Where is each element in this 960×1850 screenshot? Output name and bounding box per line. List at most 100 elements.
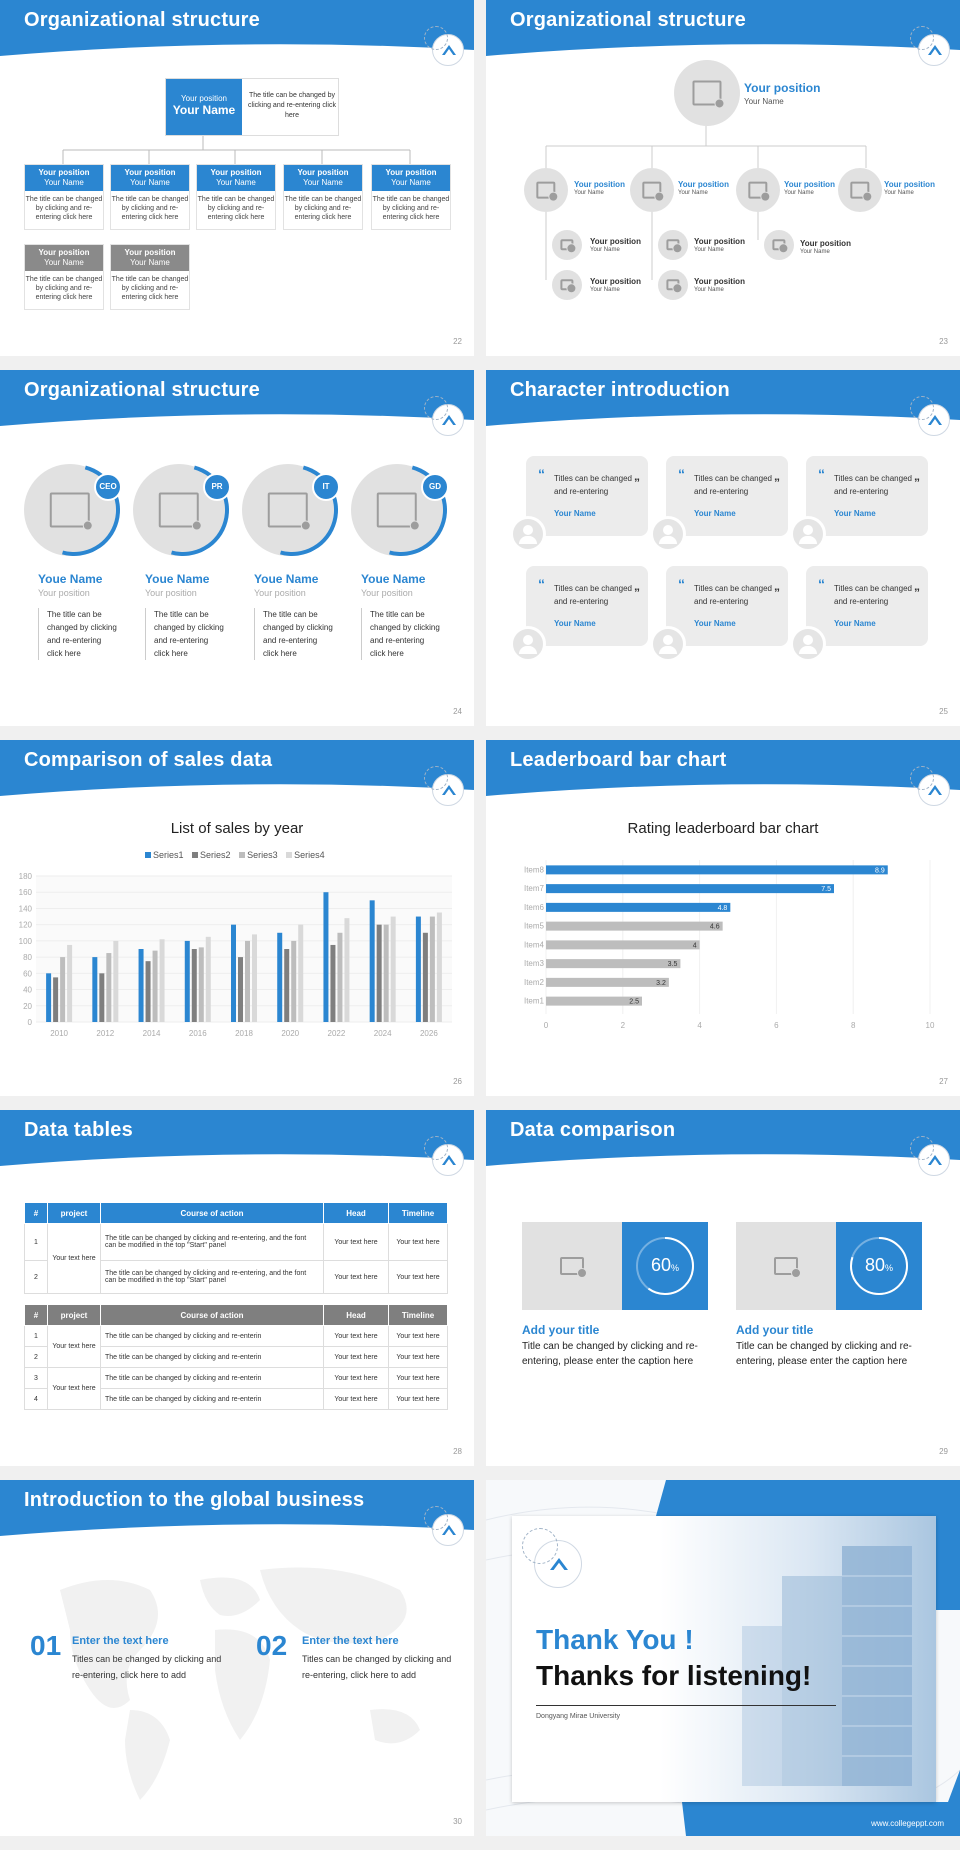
website-link[interactable]: www.collegeppt.com [871,1819,944,1828]
bar [159,939,165,1022]
university-logo [424,26,464,66]
page-number: 23 [939,337,948,346]
comparison-title: Add your title [522,1323,600,1337]
org-card-sub[interactable]: Your position Your Name The title can be c… [24,244,104,310]
top-position-box[interactable]: Your position Your Name The title can be… [165,78,339,136]
slide-sales-comparison[interactable]: Comparison of sales data List of sales b… [0,740,474,1096]
plot-area [36,876,452,1022]
org-card[interactable]: Your position Your Name The title can be c… [283,164,363,230]
slide-org-structure-2[interactable]: Organizational structure Your position Yo… [486,0,960,356]
y-tick-label: 0 [28,1018,33,1027]
member-description: The title can be changed by clicking and… [361,608,442,660]
quote-close-icon: ” [774,476,780,490]
quote-close-icon: ” [774,586,780,600]
photo-placeholder[interactable] [630,168,674,212]
slide-character-intro[interactable]: Character introduction “” Titles can be c… [486,370,960,726]
image-icon [560,279,577,295]
quote-card[interactable]: “” Titles can be changed and re-entering Y… [666,456,788,536]
percent-value: 80% [864,1255,894,1275]
y-tick-label: 120 [19,921,33,930]
bar [546,940,700,950]
slide-org-structure-3[interactable]: Organizational structure CEO Youe Name Y… [0,370,474,726]
photo-placeholder-small[interactable] [552,270,582,300]
slide-title: Leaderboard bar chart [510,749,727,771]
bar [422,932,428,1022]
y-tick-label: Item3 [524,959,545,968]
member-photo[interactable] [242,464,334,556]
photo-placeholder[interactable] [838,168,882,212]
x-tick-label: 2020 [281,1029,299,1038]
quote-card[interactable]: “” Titles can be changed and re-entering Y… [666,566,788,646]
member-position: Your position [145,588,197,598]
accent-arc [120,447,246,573]
image-icon [772,239,789,255]
quote-card[interactable]: “” Titles can be changed and re-entering Y… [806,566,928,646]
y-tick-label: Item4 [524,940,545,949]
bar [546,921,723,931]
photo-placeholder[interactable] [674,60,740,126]
bar [46,973,52,1022]
photo-placeholder-small[interactable] [658,230,688,260]
x-tick-label: 2012 [96,1029,114,1038]
comparison-title: Add your title [736,1323,814,1337]
leaderboard-bar-chart: 0 2 4 6 8 10 Item8 8.9 Item7 7.5 Item6 4.8 Item5 4.6 I… [524,860,935,1030]
quote-card[interactable]: “” Titles can be changed and re-entering Y… [526,566,648,646]
y-tick-label: Item8 [524,865,545,874]
slide-title: Organizational structure [24,9,260,31]
quote-card[interactable]: “” Titles can be changed and re-entering Y… [526,456,648,536]
bar [113,940,119,1022]
table-row: 4 The title can be changed by clicking a… [24,1388,448,1410]
photo-placeholder-small[interactable] [764,230,794,260]
photo-placeholder[interactable] [524,168,568,212]
slide-leaderboard[interactable]: Leaderboard bar chart Rating leaderboard… [486,740,960,1096]
position-text: Your position Your Name [590,237,641,253]
quote-close-icon: ” [914,586,920,600]
page-number: 29 [939,1447,948,1456]
slide-title: Organizational structure [510,9,746,31]
position-text: Your position Your Name [800,239,851,255]
role-badge: IT [312,473,340,501]
bar [67,944,73,1022]
avatar [790,516,826,552]
org-card[interactable]: Your position Your Name The title can be c… [196,164,276,230]
data-label: 3.2 [656,980,666,987]
quote-card[interactable]: “” Titles can be changed and re-entering Y… [806,456,928,536]
org-card-sub[interactable]: Your position Your Name The title can be c… [110,244,190,310]
org-card[interactable]: Your position Your Name The title can be c… [24,164,104,230]
slide-thank-you[interactable]: Thank You ! Thanks for listening! Dongya… [486,1480,960,1836]
bar [376,924,382,1022]
x-tick-label: 6 [774,1021,779,1030]
org-card[interactable]: Your position Your Name The title can be c… [371,164,451,230]
avatar [650,516,686,552]
step-title: Enter the text here [72,1635,169,1647]
y-tick-label: Item5 [524,922,545,931]
image-placeholder[interactable] [522,1222,622,1310]
photo-placeholder[interactable] [736,168,780,212]
photo-placeholder-small[interactable] [658,270,688,300]
slide-data-tables[interactable]: Data tables # project Course of action H… [0,1110,474,1466]
step-title: Enter the text here [302,1635,399,1647]
data-label: 8.9 [875,867,885,874]
slide-global-business[interactable]: Introduction to the global business 01 E… [0,1480,474,1836]
image-placeholder[interactable] [736,1222,836,1310]
bar [415,916,421,1022]
slide-title: Organizational structure [24,379,260,401]
bar [337,932,343,1022]
photo-placeholder-small[interactable] [552,230,582,260]
y-tick-label: 60 [23,969,32,978]
table-row: 1 Your text here The title can be change… [24,1325,448,1368]
bar [191,949,197,1022]
slide-org-structure-1[interactable]: Organizational structure Your position Y… [0,0,474,356]
bar [60,957,66,1022]
data-label: 4.6 [710,924,720,931]
bar [205,936,211,1022]
legend-item: Series1 [145,850,184,860]
org-card[interactable]: Your position Your Name The title can be c… [110,164,190,230]
slide-header: Data tables [0,1110,474,1172]
slide-data-comparison[interactable]: Data comparison 60% Add your title Title… [486,1110,960,1466]
bar [231,924,236,1022]
data-label: 3.5 [668,961,678,968]
page-number: 26 [453,1077,462,1086]
quote-open-icon: “ [678,576,685,592]
image-icon [666,239,683,255]
